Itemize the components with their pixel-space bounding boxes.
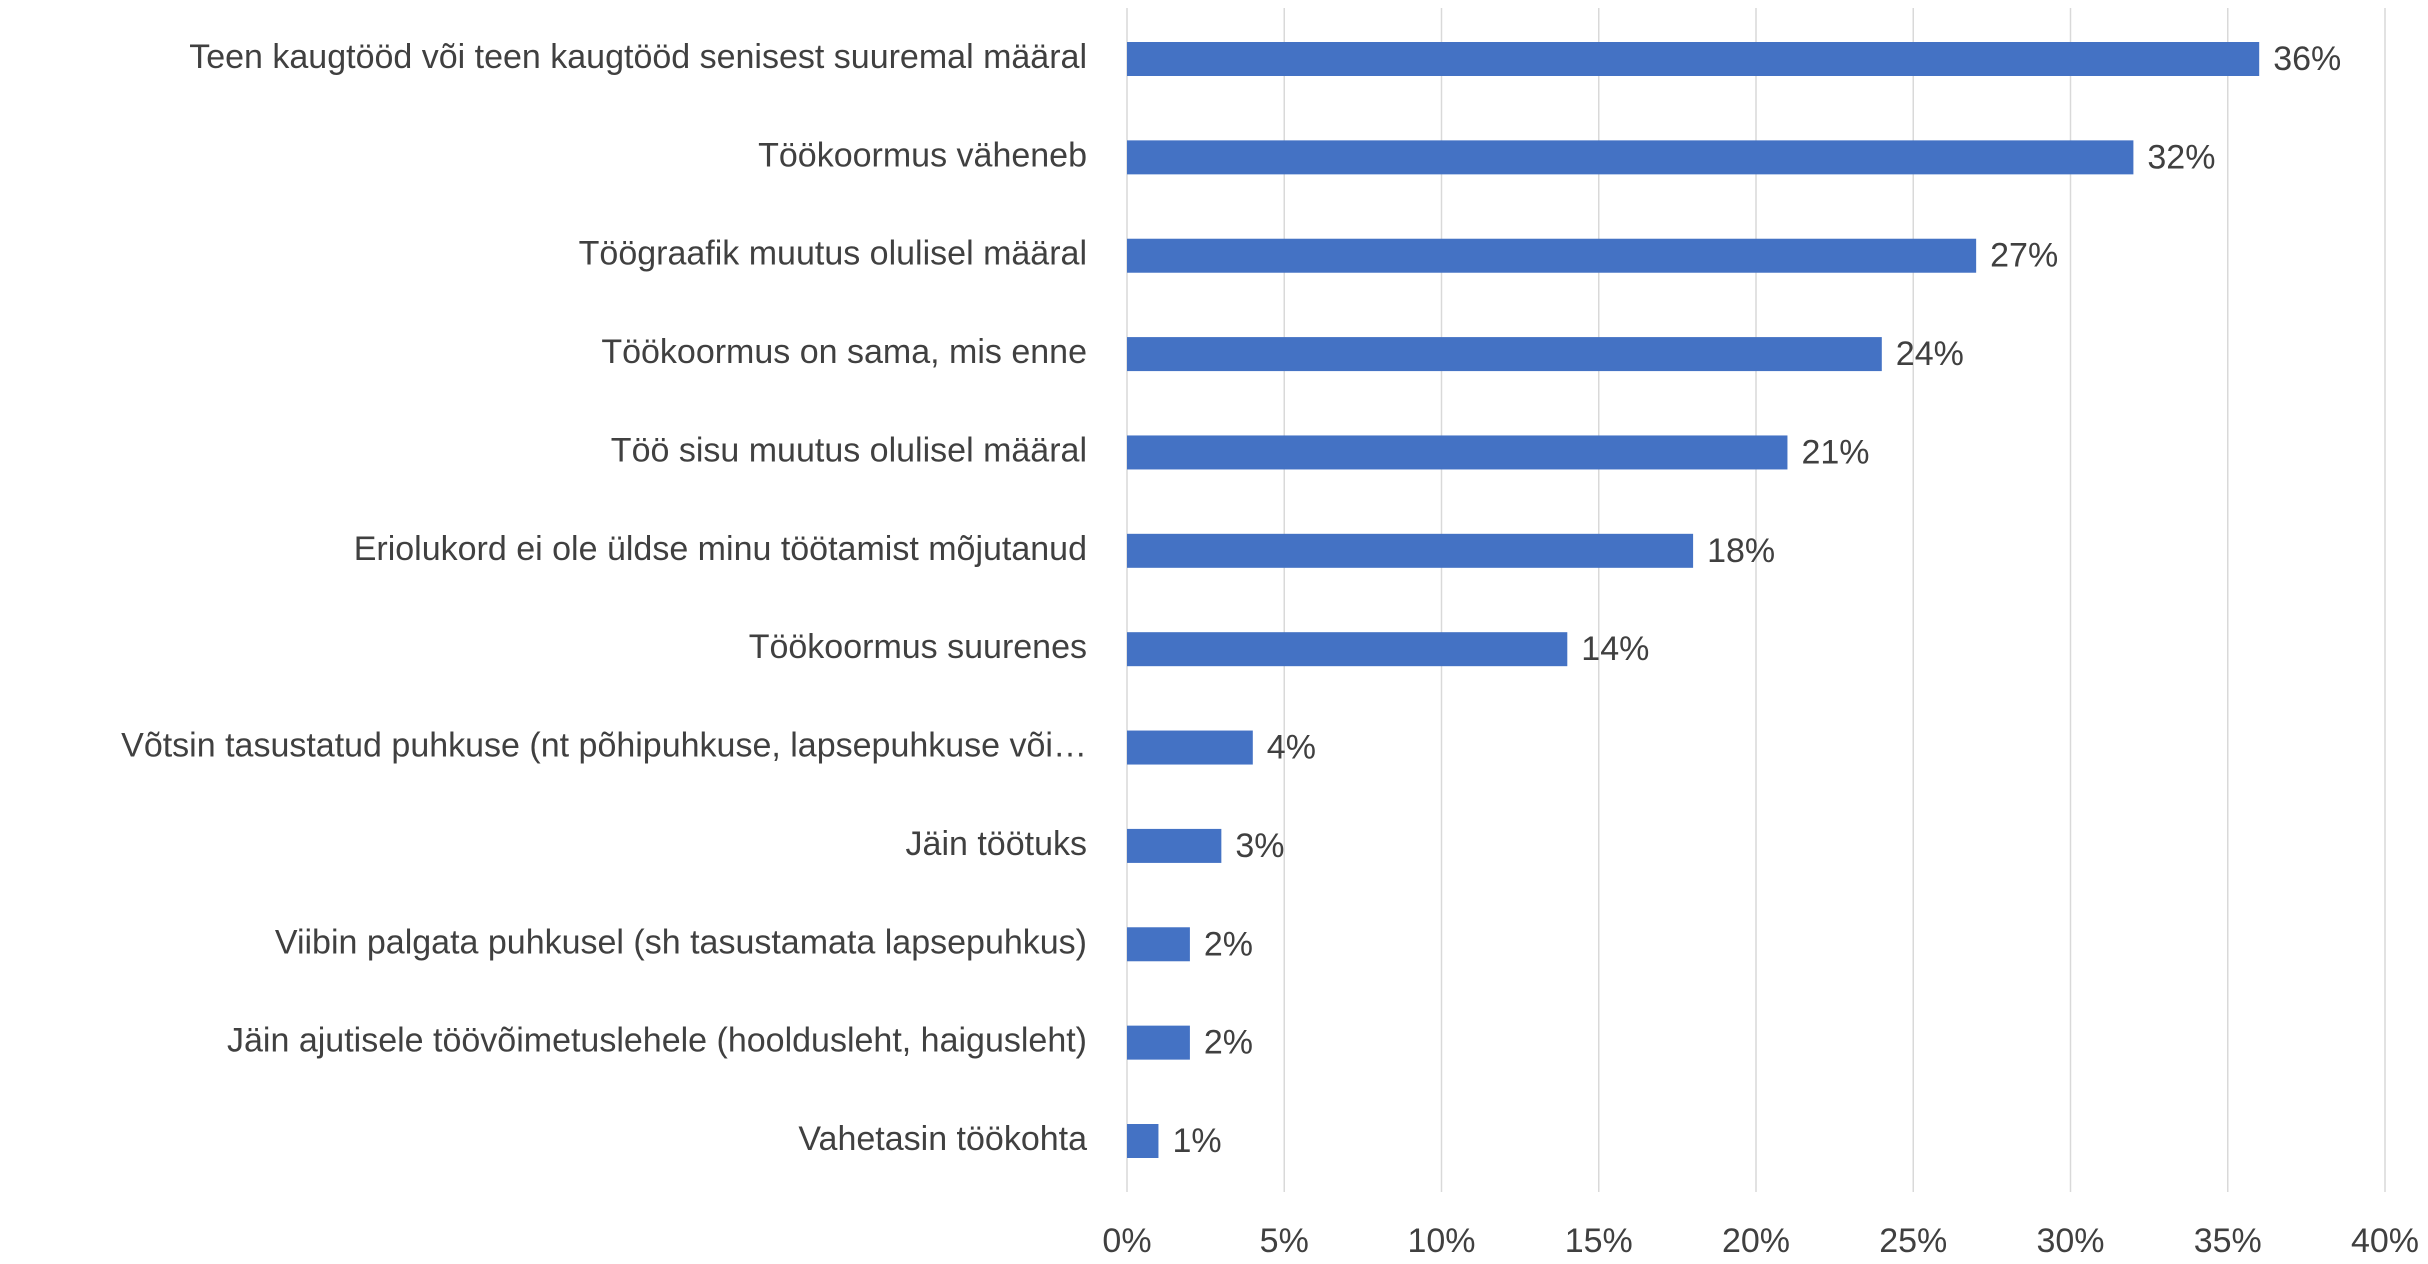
category-label: Vahetasin töökohta — [798, 1120, 1087, 1158]
bar — [1127, 42, 2260, 76]
data-label: 14% — [1581, 630, 1649, 668]
bar — [1127, 238, 1977, 273]
data-label: 3% — [1235, 827, 1284, 865]
category-label: Jäin ajutisele töövõimetuslehele (hooldu… — [227, 1022, 1087, 1060]
category-label: Jäin töötuks — [906, 825, 1087, 863]
category-label: Eriolukord ei ole üldse minu töötamist m… — [354, 530, 1087, 568]
category-label: Töökoormus on sama, mis enne — [601, 333, 1087, 371]
category-label: Töögraafik muutus olulisel määral — [579, 235, 1087, 273]
data-label: 4% — [1267, 729, 1316, 767]
bar — [1127, 632, 1568, 667]
x-tick-label: 25% — [1879, 1222, 1947, 1260]
category-label: Võtsin tasustatud puhkuse (nt põhipuhkus… — [121, 727, 1087, 765]
bar — [1127, 828, 1222, 863]
x-tick-label: 10% — [1407, 1222, 1475, 1260]
data-label: 32% — [2147, 138, 2215, 176]
bar — [1127, 337, 1882, 372]
category-label: Teen kaugtööd või teen kaugtööd senisest… — [189, 38, 1087, 76]
bar — [1127, 1025, 1190, 1060]
data-label: 2% — [1204, 925, 1253, 963]
category-label: Viibin palgata puhkusel (sh tasustamata … — [275, 923, 1087, 961]
bar — [1127, 533, 1694, 568]
x-tick-label: 35% — [2194, 1222, 2262, 1260]
bar — [1127, 927, 1190, 962]
x-tick-label: 15% — [1565, 1222, 1633, 1260]
x-tick-label: 0% — [1102, 1222, 1151, 1260]
bar — [1127, 435, 1788, 470]
bar — [1127, 1124, 1159, 1158]
data-label: 27% — [1990, 237, 2058, 275]
data-label: 1% — [1172, 1122, 1221, 1160]
category-label: Töö sisu muutus olulisel määral — [611, 431, 1087, 469]
data-label: 21% — [1801, 433, 1869, 471]
data-label: 18% — [1707, 532, 1775, 570]
category-label: Töökoormus suurenes — [749, 628, 1087, 666]
x-tick-label: 5% — [1260, 1222, 1309, 1260]
data-label: 2% — [1204, 1024, 1253, 1062]
x-tick-label: 40% — [2351, 1222, 2419, 1260]
data-label: 36% — [2273, 40, 2341, 78]
category-label: Töökoormus väheneb — [758, 136, 1087, 174]
x-tick-label: 20% — [1722, 1222, 1790, 1260]
x-tick-label: 30% — [2036, 1222, 2104, 1260]
data-label: 24% — [1896, 335, 1964, 373]
bar — [1127, 730, 1253, 765]
bar — [1127, 140, 2134, 175]
